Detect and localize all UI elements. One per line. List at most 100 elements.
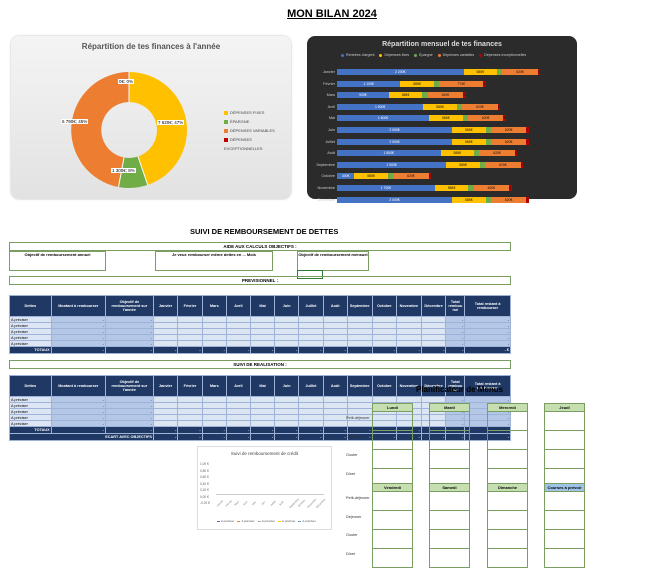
column-header: Septembre bbox=[346, 375, 373, 397]
income-bar: 900€ bbox=[337, 92, 389, 99]
menu-day-column: Vendredi bbox=[372, 483, 413, 568]
meal-cell[interactable] bbox=[545, 450, 584, 469]
savings-bar bbox=[456, 103, 463, 110]
meal-cell[interactable] bbox=[373, 549, 412, 567]
total-cell: TOTAUX bbox=[9, 426, 52, 434]
column-header: Juillet bbox=[298, 375, 324, 397]
meal-cell[interactable] bbox=[545, 549, 584, 567]
fixed-bar: 585€ bbox=[388, 92, 423, 99]
monthly-title: Répartition mensuel de tes finances bbox=[382, 41, 502, 48]
month-row: Décembre 2 000€ 585€ 620€ € bbox=[307, 196, 577, 204]
meal-cell[interactable] bbox=[430, 511, 469, 530]
column-header: Novembre bbox=[396, 295, 422, 317]
meal-cell[interactable] bbox=[488, 412, 527, 431]
month-row: Février 1 100€ 585€ 770€ € bbox=[307, 80, 577, 88]
variable-bar: 620€ bbox=[485, 161, 521, 168]
meal-cell[interactable] bbox=[488, 431, 527, 450]
month-label: Septembre bbox=[316, 162, 335, 167]
month-label: Mars bbox=[326, 93, 335, 98]
fixed-bar: 585€ bbox=[452, 196, 486, 203]
meal-cell[interactable] bbox=[373, 450, 412, 469]
total-cell: - bbox=[152, 426, 179, 434]
meal-cell[interactable] bbox=[373, 431, 412, 450]
x-tick: Avril bbox=[242, 500, 249, 507]
column-header: Montant à rembourser bbox=[50, 295, 106, 317]
legend-item: DÉPENSES FIXES bbox=[224, 108, 291, 117]
column-header: Décembre bbox=[420, 295, 447, 317]
total-cell: - bbox=[177, 346, 203, 354]
column-header: Mars bbox=[201, 375, 227, 397]
savings-bar bbox=[422, 92, 428, 99]
month-row: Août 1 800€ 585€ 620€ € bbox=[307, 149, 577, 157]
month-label: Août bbox=[327, 151, 335, 156]
income-bar: 2 000€ bbox=[337, 196, 452, 203]
menu-day-column: Mardi bbox=[429, 403, 470, 488]
column-header: Août bbox=[322, 295, 348, 317]
meal-cell[interactable] bbox=[373, 412, 412, 431]
month-row: Avril 1 500€ 585€ 620€ € bbox=[307, 103, 577, 111]
menu-day-header: Dimanche bbox=[488, 484, 527, 492]
exceptional-bar: € bbox=[520, 161, 523, 168]
column-header: Juin bbox=[274, 375, 300, 397]
menu-day-header: Lundi bbox=[373, 404, 412, 412]
total-cell: - bbox=[346, 346, 373, 354]
meal-cell[interactable] bbox=[488, 450, 527, 469]
month-label: Mai bbox=[328, 116, 335, 121]
donut-title: Répartition de tes finances à l'année bbox=[81, 42, 221, 51]
column-header: Dettes bbox=[9, 295, 52, 317]
realisation-header: SUIVI DE REALISATION : bbox=[9, 360, 511, 369]
meal-cell[interactable] bbox=[488, 530, 527, 549]
meal-cell[interactable] bbox=[545, 431, 584, 450]
table-row: A préciser---- bbox=[9, 340, 511, 347]
selected-cell[interactable] bbox=[297, 270, 323, 279]
column-header: Mai bbox=[250, 375, 276, 397]
income-bar: 2 200€ bbox=[337, 69, 464, 75]
aide-header: AIDE AUX CALCULS OBJECTIFS : bbox=[9, 242, 511, 251]
meal-cell[interactable] bbox=[430, 530, 469, 549]
column-header: Total rembou rsé bbox=[445, 295, 466, 317]
fixed-bar: 585€ bbox=[452, 127, 486, 133]
meal-cell[interactable] bbox=[488, 511, 527, 530]
variable-bar: 620€ bbox=[427, 92, 464, 99]
meal-cell[interactable] bbox=[545, 412, 584, 431]
meal-cell[interactable] bbox=[373, 530, 412, 549]
page-title: MON BILAN 2024 bbox=[287, 8, 377, 20]
fixed-bar: 585€ bbox=[354, 173, 388, 180]
month-label: Janvier bbox=[322, 70, 335, 74]
meal-cell[interactable] bbox=[430, 492, 469, 511]
savings-bar bbox=[485, 138, 491, 145]
exceptional-bar: € bbox=[509, 185, 512, 191]
variable-bar: 620€ bbox=[479, 150, 515, 157]
menu-day-column: Dimanche bbox=[487, 483, 528, 568]
credit-chart-yaxis: 1,00 € 0,80 € 0,60 € 0,40 € 0,20 € 0,00 € -0,2… bbox=[200, 461, 210, 507]
meal-cell[interactable] bbox=[430, 412, 469, 431]
legend-item: ÉPARGNE bbox=[224, 117, 291, 126]
meal-cell[interactable] bbox=[545, 530, 584, 549]
menu-day-header: Courses à prévoir bbox=[545, 484, 584, 492]
meal-cell[interactable] bbox=[373, 511, 412, 530]
meal-cell[interactable] bbox=[488, 549, 527, 567]
meal-cell[interactable] bbox=[488, 492, 527, 511]
column-header: Janvier bbox=[152, 295, 179, 317]
exceptional-bar: € bbox=[483, 80, 486, 87]
meal-cell[interactable] bbox=[430, 450, 469, 469]
credit-chart: Suivi de remboursement de crédit 1,00 € 0… bbox=[197, 446, 332, 530]
meal-cell[interactable] bbox=[430, 431, 469, 450]
legend-item: DÉPENSES VARIABLES bbox=[224, 126, 291, 135]
income-bar: 1 500€ bbox=[337, 103, 424, 110]
monthly-legend: Rentrées d'argent Dépenses fixes Épargne… bbox=[337, 53, 526, 57]
credit-chart-zero-line bbox=[216, 494, 324, 495]
x-tick: Juillet bbox=[269, 500, 277, 507]
month-row: Septembre 1 900€ 585€ 620€ € bbox=[307, 161, 577, 169]
income-bar: 2 000€ bbox=[337, 127, 452, 133]
month-row: Juillet 2 000€ 585€ 620€ € bbox=[307, 138, 577, 146]
column-header: Décembre bbox=[420, 375, 447, 397]
column-header: Mars bbox=[201, 295, 227, 317]
total-cell: - bbox=[201, 346, 227, 354]
meal-cell[interactable] bbox=[545, 511, 584, 530]
meal-cell[interactable] bbox=[373, 492, 412, 511]
menu-planner-title: Planificateur de Menus bbox=[416, 385, 504, 394]
meal-cell[interactable] bbox=[545, 492, 584, 511]
menu-day-column: Courses à prévoir bbox=[544, 483, 585, 568]
meal-cell[interactable] bbox=[430, 549, 469, 567]
